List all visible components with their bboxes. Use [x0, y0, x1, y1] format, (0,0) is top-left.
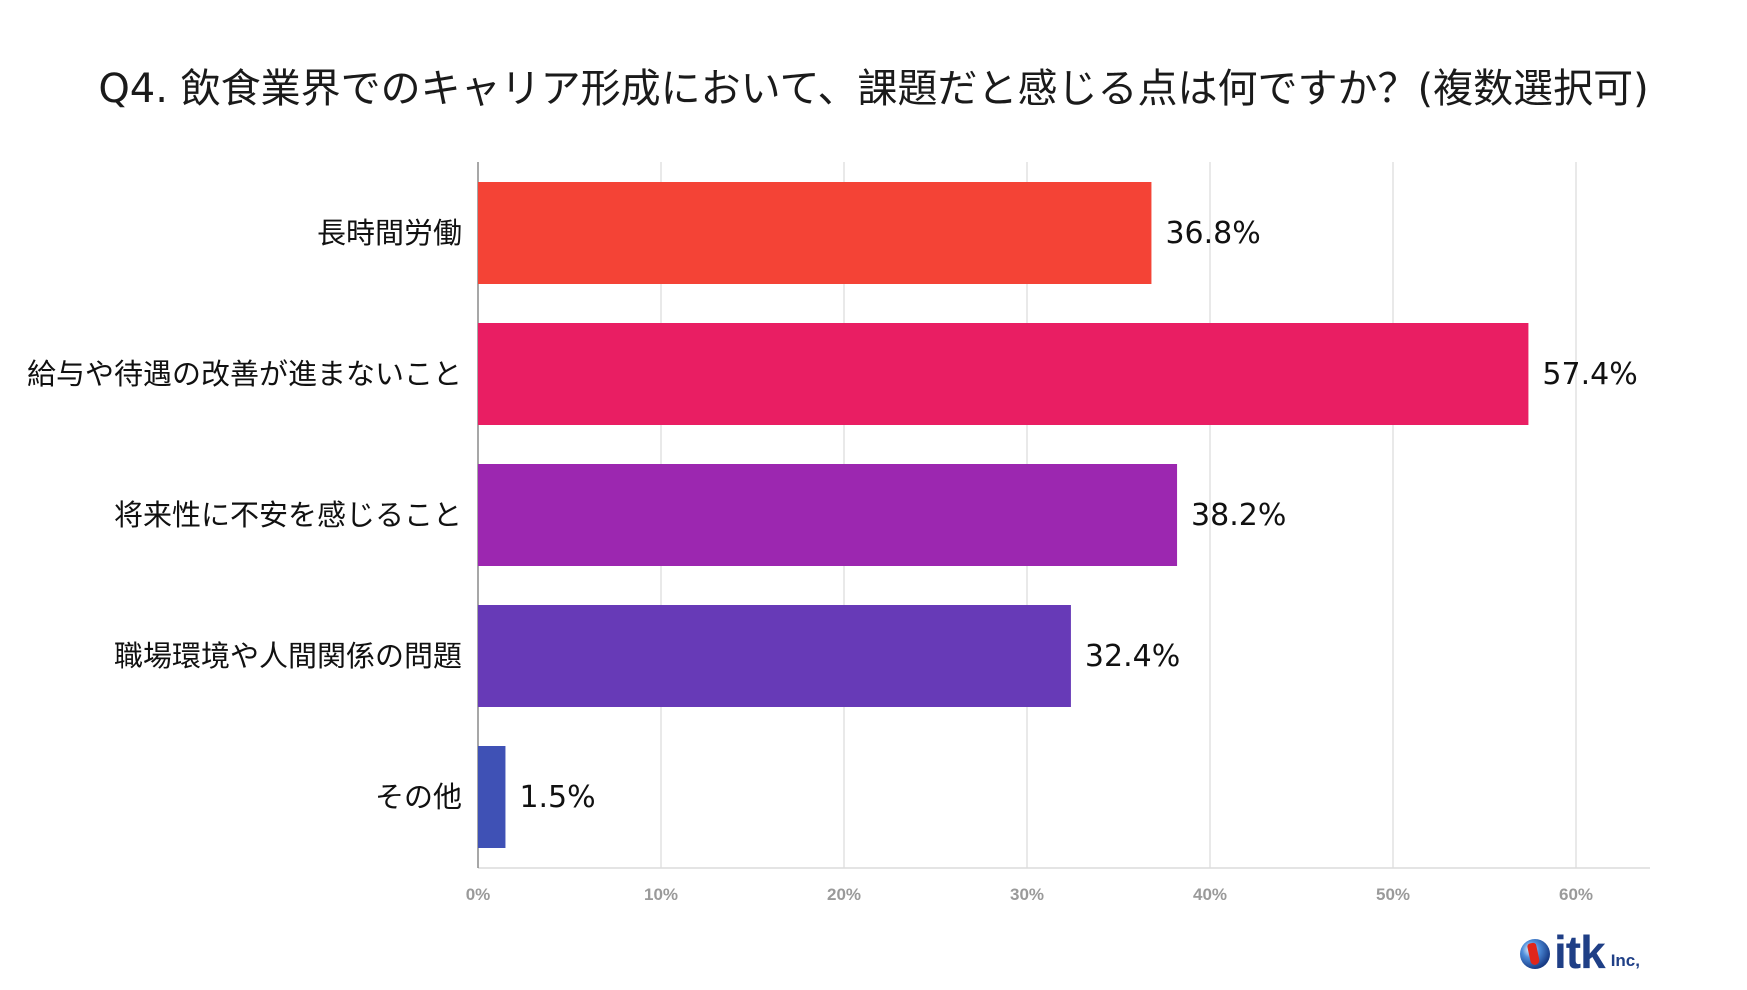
- category-label: 長時間労働: [317, 216, 462, 250]
- category-label: 給与や待遇の改善が進まないこと: [27, 357, 462, 391]
- logo-suffix: Inc,: [1610, 951, 1640, 970]
- x-tick-label: 20%: [827, 885, 861, 904]
- itk-logo: itk Inc,: [1520, 925, 1640, 975]
- bar: [478, 605, 1071, 707]
- globe-icon: [1520, 939, 1550, 969]
- value-label: 36.8%: [1165, 216, 1260, 251]
- bar: [478, 464, 1178, 566]
- x-tick-label: 40%: [1193, 885, 1227, 904]
- category-label: 将来性に不安を感じること: [114, 498, 462, 532]
- category-label: 職場環境や人間関係の問題: [114, 639, 462, 673]
- x-tick-label: 50%: [1376, 885, 1410, 904]
- value-label: 32.4%: [1085, 639, 1180, 674]
- chart-title: Q4. 飲食業界でのキャリア形成において、課題だと感じる点は何ですか？(複数選択…: [98, 66, 1649, 112]
- x-tick-label: 10%: [644, 885, 678, 904]
- value-label: 57.4%: [1542, 357, 1637, 392]
- x-tick-label: 30%: [1010, 885, 1044, 904]
- category-label: その他: [375, 780, 462, 814]
- x-tick-label: 60%: [1559, 885, 1593, 904]
- value-label: 1.5%: [519, 780, 595, 815]
- x-tick-label: 0%: [466, 885, 491, 904]
- bar: [478, 182, 1152, 284]
- bar: [478, 323, 1529, 425]
- bar: [478, 746, 506, 848]
- logo-text: itk: [1554, 926, 1606, 978]
- value-label: 38.2%: [1191, 498, 1286, 533]
